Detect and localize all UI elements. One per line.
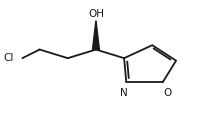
Text: Cl: Cl [3,53,14,63]
Text: OH: OH [88,9,104,19]
Text: N: N [120,88,128,99]
Text: O: O [163,88,171,99]
Polygon shape [92,20,99,50]
